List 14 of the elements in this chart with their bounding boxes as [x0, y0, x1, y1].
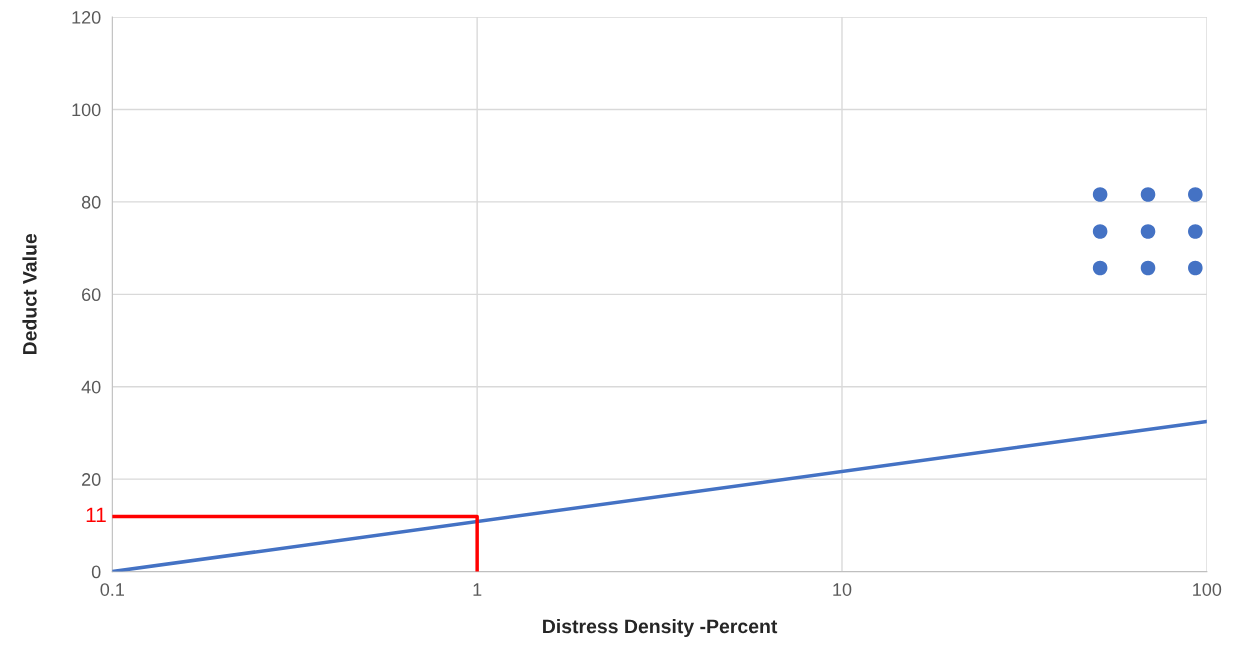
x-tick-label: 0.1 — [100, 583, 124, 596]
x-tick-label: 1 — [473, 583, 482, 596]
y-tick-label: 100 — [72, 103, 101, 117]
y-tick-label: 40 — [81, 380, 101, 394]
x-axis-title: Distress Density -Percent — [543, 618, 778, 638]
x-tick-label: 100 — [1193, 583, 1222, 596]
y-tick-label: 80 — [81, 195, 101, 209]
y-tick-label: 20 — [82, 473, 101, 486]
x-tick-label: 10 — [833, 583, 852, 596]
annotation: 11 — [86, 507, 106, 522]
y-tick-label: 60 — [82, 288, 101, 302]
y-tick-label: 0 — [91, 565, 101, 579]
y-axis-title: Deduct Value — [22, 233, 37, 355]
y-tick-label: 120 — [72, 11, 101, 24]
